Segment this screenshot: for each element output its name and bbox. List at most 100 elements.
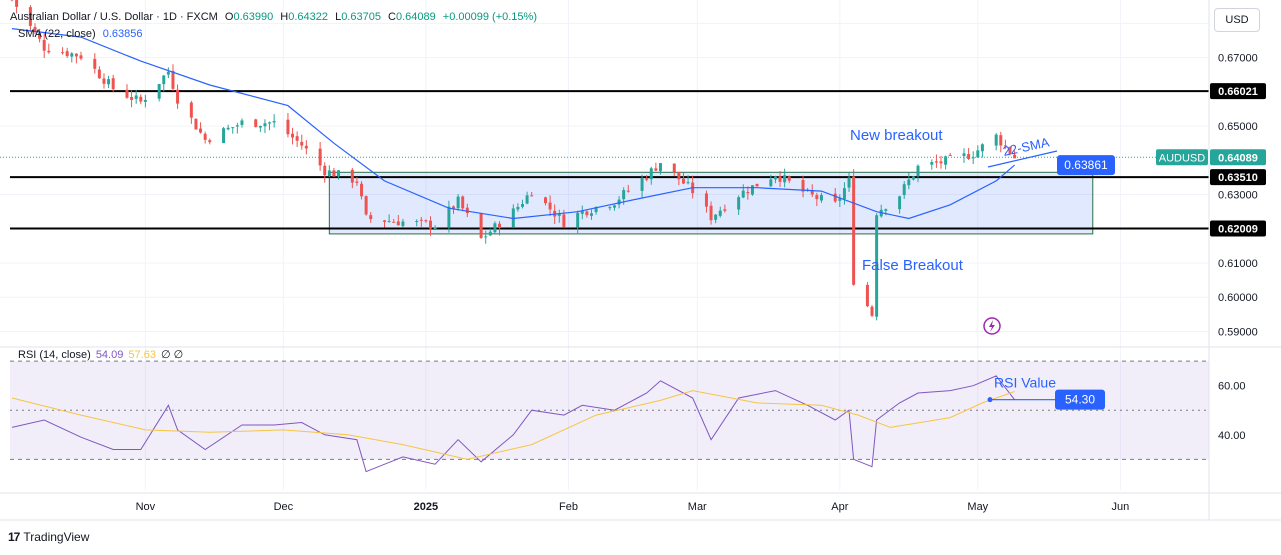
candle-body xyxy=(865,284,869,307)
candle-body xyxy=(350,169,354,183)
candle-body xyxy=(658,163,662,172)
level-price-tag xyxy=(1210,83,1266,100)
candle-body xyxy=(240,120,244,125)
rsi-value-tag xyxy=(1055,389,1105,410)
candle-body xyxy=(465,207,469,214)
candle-body xyxy=(189,102,193,118)
candle-body xyxy=(709,205,713,221)
candle-body xyxy=(801,180,805,192)
grid xyxy=(0,0,1209,490)
sma-legend-label: SMA (22, close) xyxy=(18,28,96,40)
candle-body xyxy=(704,193,708,207)
candle-body xyxy=(746,191,750,194)
candle-body xyxy=(677,172,681,180)
rsi-y-tick-label: 60.00 xyxy=(1218,381,1246,393)
level-price-text: 0.62009 xyxy=(1218,223,1258,235)
rsi-pointer-dot xyxy=(987,397,993,403)
candle-body xyxy=(171,70,175,89)
candle-body xyxy=(93,58,97,69)
candle-body xyxy=(1003,145,1007,147)
currency-button[interactable]: USD xyxy=(1214,8,1260,32)
y-tick-label: 0.61000 xyxy=(1218,258,1258,270)
rsi-pane: 60.00 40.00 xyxy=(10,360,1246,473)
candle-body xyxy=(415,221,419,223)
rsi-y-tick-label: 40.00 xyxy=(1218,430,1246,442)
candle-body xyxy=(994,134,998,146)
rsi-ma-legend-value: 57.63 xyxy=(128,349,156,361)
candle-body xyxy=(272,121,276,123)
new-breakout-label: New breakout xyxy=(850,127,943,144)
candle-body xyxy=(852,176,856,285)
candle-body xyxy=(714,214,718,220)
candle-body xyxy=(907,179,911,186)
candle-body xyxy=(617,199,621,205)
candle-body xyxy=(585,211,589,216)
candle-body xyxy=(769,179,773,187)
false-breakout-label: False Breakout xyxy=(862,257,964,274)
candle-body xyxy=(980,144,984,152)
candle-body xyxy=(42,40,46,51)
candle-body xyxy=(28,7,32,26)
candle-body xyxy=(493,223,497,233)
last-price-tag xyxy=(1210,149,1266,166)
symbol-title: Australian Dollar / U.S. Dollar · 1D · F… xyxy=(10,11,218,23)
candle-body xyxy=(286,119,290,135)
candle-body xyxy=(548,202,552,210)
tradingview-logo-icon: 17 xyxy=(8,530,20,544)
candle-body xyxy=(594,206,598,213)
candle-body xyxy=(930,162,934,165)
high-value: 0.64322 xyxy=(288,11,328,23)
candle-body xyxy=(976,150,980,158)
brand-name: TradingView xyxy=(23,530,90,544)
last-price-text: 0.64089 xyxy=(1218,152,1258,164)
candle-body xyxy=(102,78,106,84)
x-tick-label: May xyxy=(967,501,988,513)
candle-body xyxy=(737,197,741,210)
candle-body xyxy=(543,197,547,204)
candle-body xyxy=(337,170,341,177)
candle-body xyxy=(139,96,143,102)
candle-body xyxy=(939,161,943,164)
candle-body xyxy=(226,127,230,130)
sma-line-layer xyxy=(11,28,1015,220)
x-tick-label: Feb xyxy=(559,501,578,513)
candle-body xyxy=(934,161,938,163)
close-value: 0.64089 xyxy=(395,11,436,23)
candle-body xyxy=(74,53,78,57)
candle-body xyxy=(516,206,520,210)
candle-body xyxy=(355,181,359,183)
candle-body xyxy=(815,195,819,200)
candle-body xyxy=(484,236,488,238)
level-price-text: 0.66021 xyxy=(1218,86,1258,98)
candle-body xyxy=(125,89,129,98)
candle-body xyxy=(783,175,787,183)
level-price-tag xyxy=(1210,169,1266,186)
rsi-line xyxy=(11,375,1015,473)
candle-body xyxy=(157,83,161,99)
x-tick-label: Mar xyxy=(688,501,707,513)
candle-body xyxy=(622,190,626,200)
rsi-legend-label: RSI (14, close) xyxy=(18,349,91,361)
candle-body xyxy=(447,206,451,228)
candle-body xyxy=(461,196,465,209)
brand-footer: 17 TradingView xyxy=(8,530,89,544)
candle-body xyxy=(967,154,971,159)
x-tick-label: Jun xyxy=(1111,501,1129,513)
ohlc-legend: Australian Dollar / U.S. Dollar · 1D · F… xyxy=(10,11,537,23)
candle-body xyxy=(15,0,19,7)
candle-body xyxy=(521,204,524,207)
sma-pointer-line xyxy=(987,150,1058,168)
candle-body xyxy=(383,220,387,222)
candle-body xyxy=(1008,147,1012,155)
price-labels: 0.66021 0.63510 0.62009 AUDUSD 0.64089 xyxy=(1156,83,1266,237)
candle-body xyxy=(107,79,111,85)
candle-body xyxy=(419,219,423,221)
candle-body xyxy=(263,123,267,127)
candle-body xyxy=(304,145,308,149)
candle-body xyxy=(718,210,722,216)
candle-body xyxy=(401,221,405,226)
candle-body xyxy=(525,195,529,204)
candle-body xyxy=(884,209,888,211)
candle-body xyxy=(360,183,364,197)
